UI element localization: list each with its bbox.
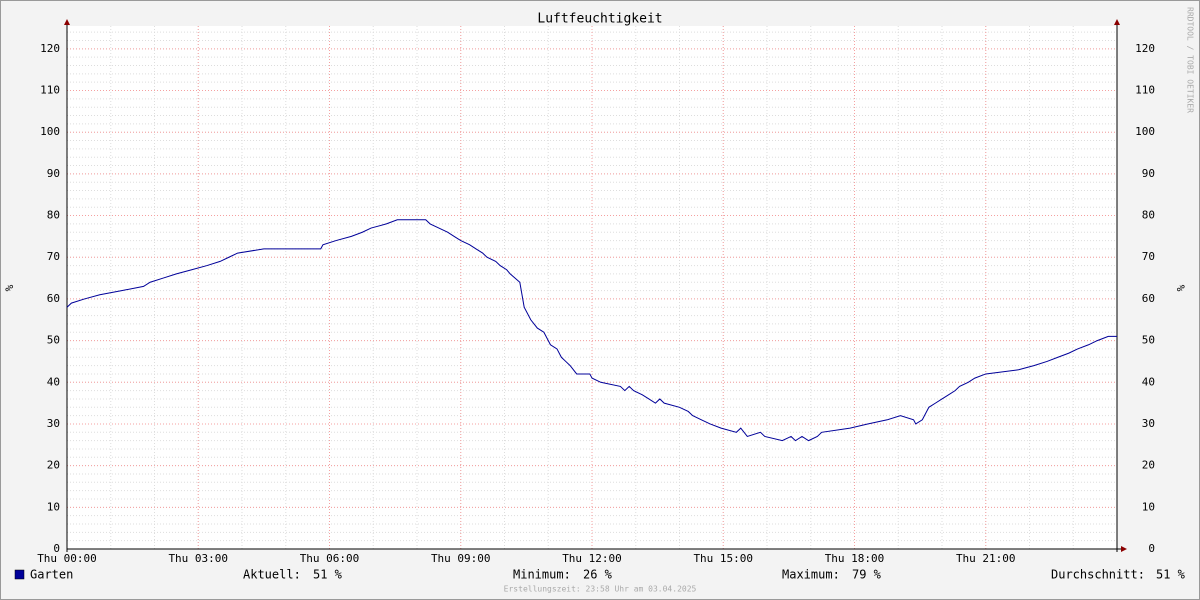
x-tick-label: Thu 09:00 <box>431 552 491 565</box>
data-line <box>66 219 1117 442</box>
stat-value: 51 % <box>1156 568 1186 582</box>
y2-tick-label: 70 <box>1142 250 1155 263</box>
y-tick-label: 70 <box>47 250 60 263</box>
x-tick-label: Thu 15:00 <box>693 552 753 565</box>
legend-label: Garten <box>30 568 73 582</box>
stat-label: Aktuell: <box>243 568 301 582</box>
y2-tick-label: 80 <box>1142 209 1155 222</box>
x-tick-label: Thu 18:00 <box>825 552 885 565</box>
y-tick-label: 30 <box>47 417 60 430</box>
y-tick-label: 60 <box>47 292 60 305</box>
y2-tick-label: 110 <box>1135 84 1155 97</box>
y-axis-label: % <box>3 284 16 291</box>
y2-tick-label: 10 <box>1142 500 1155 513</box>
y2-tick-label: 40 <box>1142 375 1155 388</box>
y-tick-label: 80 <box>47 209 60 222</box>
y2-tick-label: 20 <box>1142 459 1155 472</box>
y-tick-label: 120 <box>40 42 60 55</box>
y-tick-label: 110 <box>40 84 60 97</box>
y2-tick-label: 90 <box>1142 167 1155 180</box>
y2-tick-label: 60 <box>1142 292 1155 305</box>
stat-value: 79 % <box>852 568 882 582</box>
footer: Erstellungszeit: 23:58 Uhr am 03.04.2025 <box>504 585 697 594</box>
y2-axis-label: % <box>1174 285 1187 292</box>
legend-swatch <box>14 569 25 580</box>
y-tick-label: 100 <box>40 125 60 138</box>
y2-tick-label: 120 <box>1135 42 1155 55</box>
y-tick-label: 0 <box>53 542 60 555</box>
stat-value: 26 % <box>583 568 613 582</box>
x-tick-label: Thu 03:00 <box>168 552 228 565</box>
y-tick-label: 50 <box>47 334 60 347</box>
x-tick-label: Thu 21:00 <box>956 552 1016 565</box>
stat-label: Durchschnitt: <box>1051 568 1145 582</box>
axis-arrow <box>1121 546 1127 552</box>
y2-tick-label: 30 <box>1142 417 1155 430</box>
axis-arrow <box>1114 19 1120 25</box>
y2-tick-label: 50 <box>1142 334 1155 347</box>
axis-arrow <box>64 19 70 25</box>
stat-label: Minimum: <box>513 568 571 582</box>
y2-tick-label: 0 <box>1148 542 1155 555</box>
y-tick-label: 10 <box>47 500 60 513</box>
stat-value: 51 % <box>313 568 343 582</box>
x-tick-label: Thu 12:00 <box>562 552 622 565</box>
stat-label: Maximum: <box>782 568 840 582</box>
y-tick-label: 90 <box>47 167 60 180</box>
y-tick-label: 20 <box>47 459 60 472</box>
chart-title: Luftfeuchtigkeit <box>537 12 662 27</box>
y-tick-label: 40 <box>47 375 60 388</box>
x-tick-label: Thu 06:00 <box>300 552 360 565</box>
y2-tick-label: 100 <box>1135 125 1155 138</box>
watermark: RRDTOOL / TOBI OETIKER <box>1186 7 1195 113</box>
x-tick-label: Thu 00:00 <box>37 552 97 565</box>
